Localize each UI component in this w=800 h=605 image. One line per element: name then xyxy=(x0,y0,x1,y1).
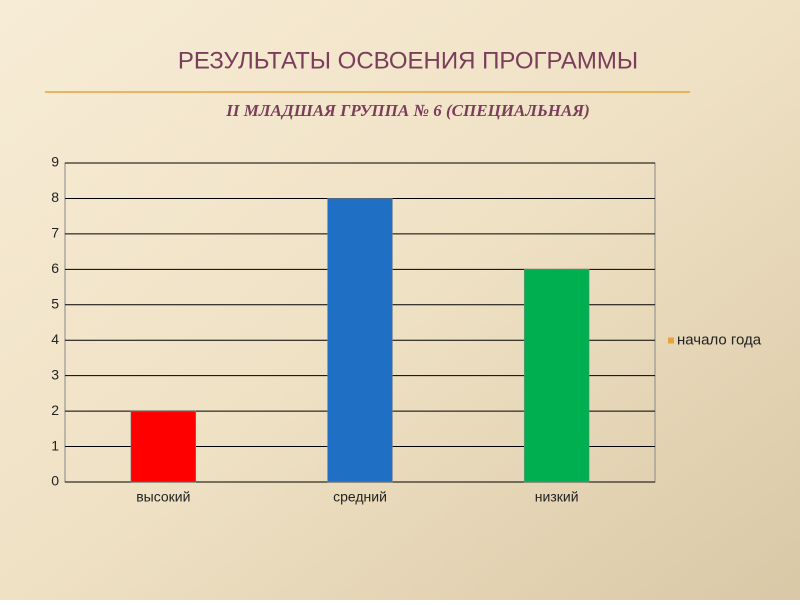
y-tick-label: 1 xyxy=(51,437,59,453)
y-tick-label: 9 xyxy=(51,154,59,170)
y-tick-label: 3 xyxy=(51,366,59,382)
x-tick-label: высокий xyxy=(136,489,190,505)
legend-swatch xyxy=(668,337,674,344)
y-tick-label: 4 xyxy=(51,331,59,347)
x-tick-label: низкий xyxy=(535,489,579,505)
chart-subtitle: II МЛАДШАЯ ГРУППА № 6 (СПЕЦИАЛЬНАЯ) xyxy=(225,101,589,120)
bar xyxy=(327,198,393,483)
bar xyxy=(130,410,197,483)
legend-label: начало года xyxy=(677,331,762,348)
y-tick-label: 0 xyxy=(51,473,59,489)
y-tick-label: 2 xyxy=(51,402,59,418)
y-tick-label: 7 xyxy=(51,225,59,241)
y-tick-label: 8 xyxy=(51,189,59,205)
y-tick-label: 5 xyxy=(51,295,59,311)
y-tick-label: 6 xyxy=(51,260,59,276)
chart-title: РЕЗУЛЬТАТЫ ОСВОЕНИЯ ПРОГРАММЫ xyxy=(178,47,638,74)
bar xyxy=(523,269,590,483)
x-tick-label: средний xyxy=(333,489,387,505)
